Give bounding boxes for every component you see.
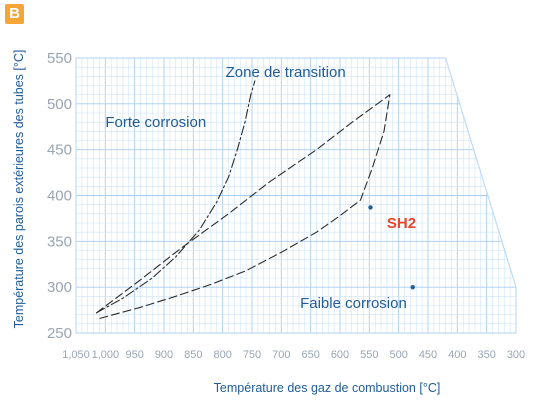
data-point xyxy=(410,284,415,290)
chart-annotation: Forte corrosion xyxy=(105,114,206,131)
x-tick-label: 800 xyxy=(213,349,231,361)
x-tick-label: 700 xyxy=(272,349,290,361)
chart-envelope-outline xyxy=(75,57,517,334)
x-tick-label: 400 xyxy=(448,349,466,361)
chart-grid xyxy=(76,58,516,333)
x-tick-label: 900 xyxy=(155,349,173,361)
x-tick-label: 550 xyxy=(360,349,378,361)
y-tick-label: 350 xyxy=(47,233,72,250)
x-tick-label: 750 xyxy=(243,349,261,361)
series-curve-1 xyxy=(95,80,256,314)
chart-points-group xyxy=(368,205,415,290)
chart-annotation: Faible corrosion xyxy=(300,295,407,312)
y-tick-label: 450 xyxy=(47,142,72,159)
panel-label-badge: B xyxy=(5,4,24,24)
x-tick-label: 950 xyxy=(125,349,143,361)
x-tick-label: 350 xyxy=(477,349,495,361)
y-tick-label: 500 xyxy=(47,96,72,113)
x-tick-label: 300 xyxy=(507,349,525,361)
x-axis-label: Température des gaz de combustion [°C] xyxy=(214,381,441,395)
x-tick-label: 600 xyxy=(331,349,349,361)
x-tick-label: 1,050 xyxy=(62,349,90,361)
x-tick-label: 500 xyxy=(389,349,407,361)
y-axis-label: Température des parois extérieures des t… xyxy=(12,50,26,329)
chart-annotation: Zone de transition xyxy=(226,64,346,81)
x-tick-label: 450 xyxy=(419,349,437,361)
chart-annotation: SH2 xyxy=(387,215,416,232)
y-tick-label: 400 xyxy=(47,188,72,205)
y-tick-label: 550 xyxy=(47,50,72,67)
chart-series-group xyxy=(95,80,391,320)
y-tick-label: 250 xyxy=(47,325,72,342)
x-tick-label: 1,000 xyxy=(92,349,120,361)
y-tick-label: 300 xyxy=(47,279,72,296)
series-curve-2 xyxy=(95,94,391,320)
data-point xyxy=(368,205,373,210)
y-tick-labels: 250 300 350 400 450 500 550 xyxy=(47,50,72,342)
x-tick-label: 850 xyxy=(184,349,202,361)
x-tick-labels: 1,050 1,000 950 900 850 800 750 700 650 600 550 500… xyxy=(62,349,525,361)
x-tick-label: 650 xyxy=(301,349,319,361)
chart-annotations: Zone de transition Forte corrosion SH2 Faib… xyxy=(105,64,416,312)
